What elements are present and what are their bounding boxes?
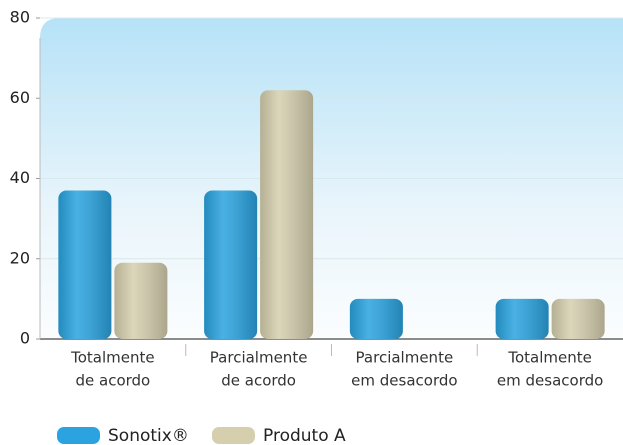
y-tick-label: 40	[10, 168, 30, 187]
bar-shade	[114, 262, 168, 339]
x-tick-label: em desacordo	[497, 372, 603, 390]
y-tick-label: 60	[10, 88, 30, 107]
bar-shade	[58, 190, 112, 339]
legend-label: Sonotix®	[108, 426, 189, 445]
x-tick-label: Totalmente	[70, 349, 155, 367]
legend-swatch	[212, 427, 255, 444]
x-tick-label: Totalmente	[507, 349, 592, 367]
x-tick-label: de acordo	[221, 372, 296, 390]
bar-shade	[495, 298, 549, 339]
y-tick-label: 80	[10, 8, 30, 27]
bar-shade	[260, 90, 314, 339]
y-tick-label: 20	[10, 248, 30, 267]
x-tick-label: Parcialmente	[356, 349, 454, 367]
bar-shade	[349, 298, 403, 339]
x-tick-label: Parcialmente	[210, 349, 308, 367]
legend-label: Produto A	[263, 426, 346, 445]
x-tick-label: de acordo	[76, 372, 151, 390]
x-tick-label: em desacordo	[351, 372, 457, 390]
bar-shade	[551, 298, 605, 339]
y-tick-label: 0	[20, 329, 30, 348]
legend-swatch	[57, 427, 100, 444]
bar-shade	[204, 190, 258, 339]
